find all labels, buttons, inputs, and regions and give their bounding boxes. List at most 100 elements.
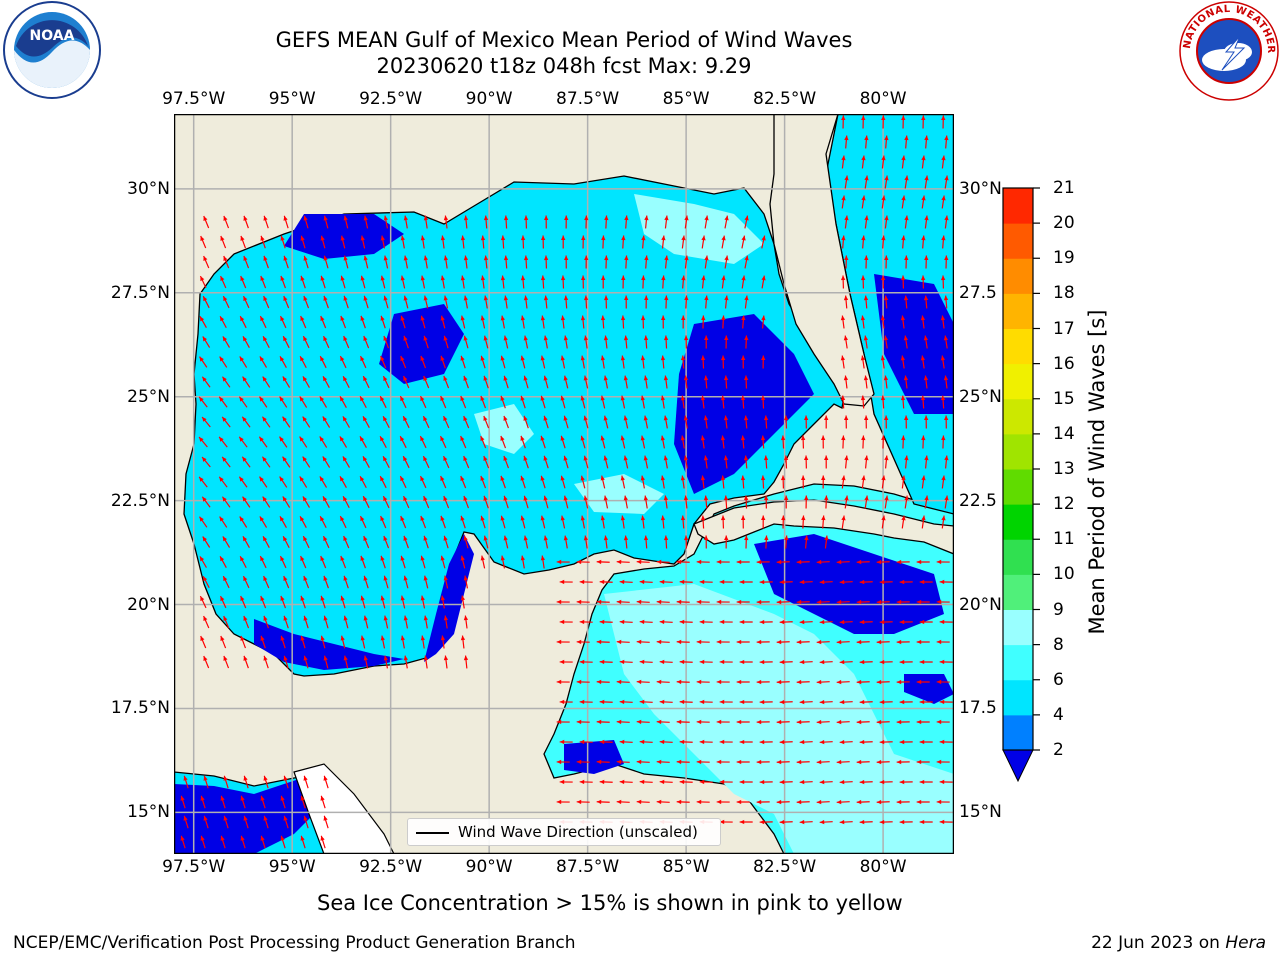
wave-direction-arrowhead [623,415,628,421]
wave-direction-arrowhead [796,719,802,725]
wave-direction-arrowhead [302,376,308,382]
wave-direction-arrowhead [323,496,328,502]
wave-direction-arrowhead [323,655,328,661]
wave-direction-arrowhead [584,255,589,261]
wave-direction-arrowhead [360,476,365,482]
wave-direction-arrowhead [400,315,405,321]
wave-direction-arrowhead [861,195,866,201]
wave-direction-arrowhead [861,475,866,481]
wave-direction-arrowhead [180,835,185,841]
wave-direction-arrowhead [300,835,305,841]
wave-direction-arrowhead [320,635,325,641]
wave-direction-arrowhead [736,719,742,725]
wave-direction-arrowhead [824,415,829,421]
wave-direction-arrowhead [339,436,345,442]
wave-direction-arrowhead [616,639,622,645]
wave-direction-arrowhead [563,495,568,501]
wave-direction-arrowhead [200,795,205,801]
colorbar-band [1003,188,1033,224]
wave-direction-arrowhead [941,435,946,441]
wave-direction-arrowhead [643,375,649,381]
latitude-tick-right: 25°N [959,386,1002,407]
wave-direction-arrowhead [596,599,602,605]
wave-direction-arrowhead [323,215,328,221]
wave-period-map [174,114,954,854]
wave-direction-arrowhead [283,336,288,342]
wave-direction-arrowhead [676,639,682,645]
wave-direction-arrowhead [816,759,822,765]
wave-direction-arrowhead [601,235,606,241]
wave-direction-arrowhead [683,335,689,341]
longitude-tick-bottom: 92.5°W [359,857,423,877]
latitude-tick-right: 20°N [959,594,1002,615]
wave-direction-arrowhead [641,275,646,281]
wave-direction-arrowhead [676,719,682,725]
wave-direction-arrowhead [901,475,906,481]
wave-direction-arrowhead [716,559,722,565]
wave-direction-arrowhead [580,275,586,281]
wave-direction-arrowhead [864,455,869,461]
wave-direction-arrowhead [219,436,224,442]
wave-direction-arrowhead [520,515,525,521]
wave-direction-arrowhead [936,599,942,605]
wave-direction-arrowhead [599,699,605,705]
wave-direction-arrowhead [219,356,224,362]
wave-direction-arrowhead [203,815,208,821]
wave-direction-arrowhead [656,679,662,685]
wave-direction-arrowhead [463,416,468,421]
wave-direction-arrowhead [279,516,285,522]
wave-direction-arrowhead [879,619,885,625]
wave-direction-arrowhead [242,496,247,502]
wave-direction-arrowhead [840,355,846,361]
wave-direction-arrowhead [636,639,642,645]
wave-direction-arrowhead [580,515,585,521]
wave-direction-arrowhead [719,819,725,825]
wave-direction-arrowhead [500,475,505,481]
wave-direction-arrowhead [423,496,428,501]
wave-direction-arrowhead [924,135,929,141]
wave-direction-arrowhead [836,719,842,725]
wave-direction-arrowhead [320,795,325,801]
wave-direction-arrowhead [380,476,385,482]
wave-direction-arrowhead [876,759,882,765]
wave-direction-arrowhead [921,115,926,121]
wave-direction-arrowhead [580,435,585,441]
wave-direction-arrowhead [303,575,308,581]
wave-direction-arrowhead [380,315,385,321]
wave-direction-arrowhead [800,435,806,441]
wave-direction-arrowhead [924,215,929,221]
wave-direction-arrowhead [520,435,525,441]
colorbar-band [1003,539,1033,575]
wave-direction-arrowhead [403,456,408,462]
wave-direction-arrowhead [463,535,468,541]
wave-direction-arrowhead [220,276,225,282]
wave-direction-arrowhead [620,475,625,481]
wave-direction-arrowhead [400,595,405,601]
wave-direction-arrowhead [704,295,709,301]
wave-direction-arrowhead [403,496,408,502]
wave-direction-arrowhead [623,535,629,541]
wave-direction-arrowhead [383,615,388,621]
wave-direction-arrowhead [904,255,909,261]
wave-direction-arrowhead [680,395,686,401]
wave-direction-arrowhead [239,396,244,402]
wave-direction-arrowhead [599,579,605,585]
wave-direction-arrowhead [921,235,926,241]
wave-direction-arrowhead [319,436,324,442]
wave-direction-arrowhead [483,455,488,461]
legend-line-swatch [416,832,449,834]
wave-direction-arrowhead [680,475,686,481]
colorbar-band [1003,714,1033,751]
wave-direction-arrowhead [901,155,906,161]
wave-direction-arrowhead [643,415,648,421]
wave-direction-arrowhead [403,416,408,422]
longitude-tick-bottom: 85°W [662,857,710,877]
wave-direction-arrowhead [839,699,845,705]
wave-direction-arrowhead [576,799,582,805]
wave-direction-arrowhead [540,555,546,561]
wave-direction-arrowhead [240,276,245,281]
wave-direction-arrowhead [836,799,842,805]
wave-direction-arrowhead [699,619,705,625]
wave-direction-arrowhead [616,679,622,685]
wave-direction-arrowhead [420,436,425,442]
